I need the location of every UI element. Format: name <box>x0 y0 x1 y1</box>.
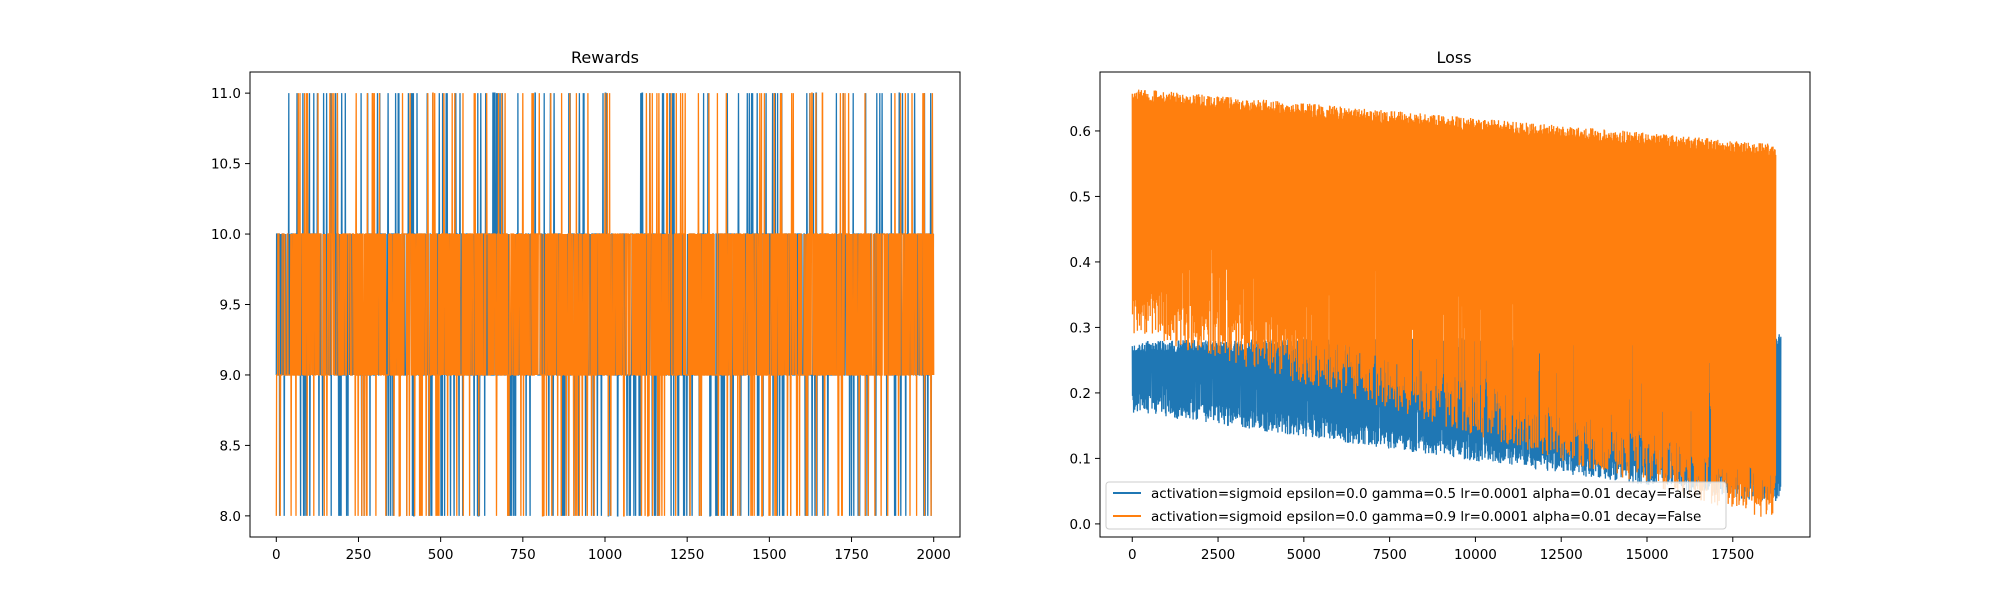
loss-y-tick-label: 0.2 <box>1070 386 1091 402</box>
loss-x-tick-label: 7500 <box>1372 547 1406 563</box>
loss-x-tick-label: 10000 <box>1454 547 1497 563</box>
rewards-x-tick-label: 750 <box>510 547 536 563</box>
legend-label-series-a: activation=sigmoid epsilon=0.0 gamma=0.5… <box>1151 486 1701 502</box>
loss-x-tick-label: 2500 <box>1201 547 1235 563</box>
rewards-y-axis: 8.0 8.5 9.0 9.5 10.0 10.5 11.0 <box>211 86 250 525</box>
rewards-y-tick-label: 10.5 <box>211 157 241 173</box>
loss-x-axis: 0 2500 5000 7500 10000 12500 15000 17500 <box>1128 537 1754 563</box>
rewards-x-tick-label: 1250 <box>670 547 704 563</box>
rewards-title: Rewards <box>571 48 639 67</box>
loss-y-tick-label: 0.1 <box>1070 451 1091 467</box>
loss-y-tick-label: 0.3 <box>1070 320 1091 336</box>
rewards-chart: Rewards 0 250 500 750 1000 1250 1500 1750 2000 8… <box>211 48 961 563</box>
rewards-x-tick-label: 1000 <box>588 547 622 563</box>
loss-y-tick-label: 0.6 <box>1070 124 1091 140</box>
rewards-y-tick-label: 8.5 <box>220 438 241 454</box>
rewards-series-line-1 <box>275 92 935 517</box>
rewards-y-tick-label: 10.0 <box>211 227 241 243</box>
loss-title: Loss <box>1436 48 1471 67</box>
loss-plot-area <box>1131 89 1782 517</box>
loss-legend: activation=sigmoid epsilon=0.0 gamma=0.5… <box>1105 481 1727 530</box>
rewards-y-tick-label: 11.0 <box>211 86 241 102</box>
rewards-x-tick-label: 1500 <box>752 547 786 563</box>
rewards-y-tick-label: 9.5 <box>220 298 241 314</box>
loss-x-tick-label: 12500 <box>1540 547 1583 563</box>
loss-y-tick-label: 0.0 <box>1070 517 1091 533</box>
rewards-y-tick-label: 8.0 <box>220 509 241 525</box>
loss-y-tick-label: 0.5 <box>1070 189 1091 205</box>
rewards-x-tick-label: 500 <box>428 547 454 563</box>
rewards-x-axis: 0 250 500 750 1000 1250 1500 1750 2000 <box>272 537 951 563</box>
loss-x-tick-label: 15000 <box>1626 547 1669 563</box>
rewards-x-tick-label: 2000 <box>917 547 951 563</box>
loss-axes-frame <box>1099 71 1811 538</box>
loss-series-line-1 <box>1131 89 1777 517</box>
loss-chart: Loss 0 2500 5000 7500 10000 12500 15000 17500 0… <box>1070 48 1811 563</box>
rewards-x-tick-label: 1750 <box>834 547 868 563</box>
rewards-plot-area <box>275 92 935 517</box>
legend-label-series-b: activation=sigmoid epsilon=0.0 gamma=0.9… <box>1151 509 1701 525</box>
legend-frame <box>1105 481 1727 530</box>
rewards-x-tick-label: 0 <box>272 547 281 563</box>
loss-x-tick-label: 17500 <box>1711 547 1754 563</box>
loss-y-axis: 0.0 0.1 0.2 0.3 0.4 0.5 0.6 <box>1070 124 1100 533</box>
loss-x-tick-label: 0 <box>1128 547 1137 563</box>
rewards-y-tick-label: 9.0 <box>220 368 241 384</box>
loss-x-tick-label: 5000 <box>1287 547 1321 563</box>
rewards-x-tick-label: 250 <box>346 547 372 563</box>
loss-y-tick-label: 0.4 <box>1070 255 1091 271</box>
